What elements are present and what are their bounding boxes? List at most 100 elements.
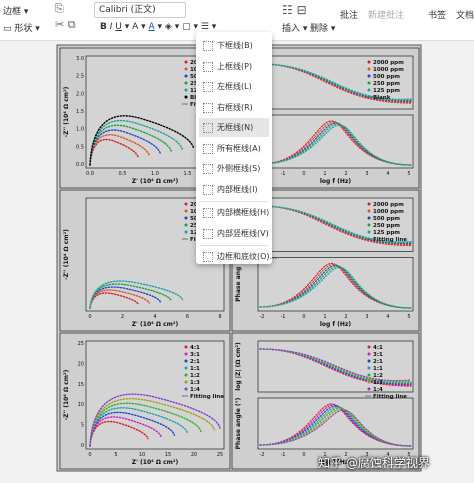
menu-item[interactable]: 外侧框线(S) — [199, 159, 269, 178]
curve — [89, 129, 162, 166]
legend-label: 250 ppm — [373, 81, 400, 87]
curve — [259, 124, 412, 166]
x-tick-label: 1.0 — [151, 171, 159, 177]
menu-item[interactable]: 内部框线(I) — [199, 180, 269, 199]
x-tick-label: 1 — [323, 452, 326, 458]
icons: ✂ ⧉ — [55, 18, 76, 31]
legend-label: 4:1 — [373, 345, 383, 351]
x-tick-label: 1.5 — [184, 171, 192, 177]
y-axis-label: -Z'' (10⁴ Ω cm²) — [63, 86, 70, 137]
curve — [259, 409, 412, 447]
menu-label: 外侧框线(S) — [217, 164, 261, 173]
legend-marker — [184, 81, 188, 85]
x-tick-label: 8 — [218, 314, 221, 320]
x-tick-label: 0.0 — [86, 171, 94, 177]
x-tick-label: 5 — [407, 171, 410, 177]
y-axis-label: -Z'' (10⁴ Ω cm²) — [63, 369, 70, 420]
separator — [200, 245, 268, 246]
x-tick-label: 0 — [302, 314, 305, 320]
y-tick-label: 15 — [78, 382, 84, 388]
menu-item[interactable]: 所有框线(A) — [199, 139, 269, 158]
legend-label: 1:3 — [190, 380, 200, 386]
legend-marker — [367, 223, 371, 227]
x-tick-label: 1 — [323, 171, 326, 177]
curve — [259, 403, 412, 447]
x-tick-label: 1 — [323, 314, 326, 320]
menu-label: 内部横框线(H) — [217, 208, 270, 217]
legend-marker — [367, 366, 371, 370]
legend-marker — [367, 202, 371, 206]
menu-icon — [203, 164, 213, 174]
menu-item[interactable]: 左框线(L) — [199, 77, 269, 96]
menu-label: 内部框线(I) — [217, 184, 258, 194]
curve — [89, 402, 202, 447]
delete-button[interactable]: 删除 ▾ — [310, 24, 336, 34]
menu-item[interactable]: 无框线(N) — [199, 118, 269, 137]
legend-marker — [367, 216, 371, 220]
borders-button[interactable]: 边框 ▾ — [3, 7, 29, 17]
curve — [259, 405, 412, 447]
menu-icon — [203, 208, 213, 218]
legend-label: 2:1 — [190, 359, 200, 365]
curve — [259, 348, 412, 387]
menu-item[interactable]: 右框线(R) — [199, 98, 269, 117]
curve — [259, 407, 412, 447]
menu-icon — [203, 82, 213, 92]
curve — [89, 289, 151, 309]
font-box[interactable]: Calibri (正文) — [94, 2, 186, 18]
ribbon-item[interactable]: 文档部件 — [456, 11, 474, 21]
menu-icon — [203, 102, 213, 113]
x-tick-label: 2 — [344, 452, 347, 458]
curve — [259, 263, 412, 309]
legend-marker — [184, 209, 188, 213]
y-tick-label: 2.5 — [76, 74, 84, 80]
legend-label: 250 ppm — [373, 223, 400, 229]
x-tick-label: 5 — [407, 452, 410, 458]
icons: ⎘ — [55, 2, 64, 15]
x-tick-label: 0 — [302, 452, 305, 458]
legend-label: 2:1 — [373, 359, 383, 365]
x-axis-label: Z' (10⁴ Ω cm²) — [132, 321, 179, 328]
curve — [89, 411, 176, 447]
x-tick-label: -1 — [281, 171, 286, 177]
menu-item[interactable]: 边框和底纹(O)... — [199, 247, 277, 266]
ribbon-item[interactable]: 书签 — [428, 11, 447, 21]
legend-marker — [367, 359, 371, 363]
menu-label: 内部竖框线(V) — [217, 228, 269, 238]
curve — [259, 205, 412, 247]
legend-label: 3:1 — [190, 352, 200, 358]
curve — [259, 348, 412, 383]
x-tick-label: 0 — [88, 314, 91, 320]
menu-item[interactable]: 内部竖框线(V) — [199, 224, 269, 243]
y-tick-label: 0 — [81, 443, 84, 449]
insert-button[interactable]: 插入 ▾ — [282, 24, 308, 34]
legend-label: 1000 ppm — [373, 209, 404, 215]
menu-icon — [203, 41, 213, 51]
y-axis-label: log |Z| (Ω cm²) — [235, 342, 242, 391]
y-axis-label: -Z'' (10⁴ Ω cm²) — [63, 229, 70, 280]
icons: ☷ ⊟ — [282, 3, 307, 17]
menu-item[interactable]: 内部横框线(H) — [199, 203, 269, 222]
menu-item[interactable]: 上框线(P) — [199, 57, 269, 76]
menu-label: 无框线(N) — [217, 123, 254, 132]
curve — [259, 406, 412, 447]
x-tick-label: 5 — [407, 314, 410, 320]
menu-icon — [203, 228, 213, 239]
legend-label: 25 — [190, 223, 198, 229]
menu-item[interactable]: 下框线(B) — [199, 36, 269, 55]
ribbon-item[interactable]: 批注 — [340, 11, 359, 21]
y-tick-label: 10 — [78, 402, 84, 408]
y-tick-label: 1.0 — [76, 127, 84, 133]
shapes-button[interactable]: ▭ 形状 ▾ — [3, 24, 40, 34]
x-axis-label: Z' (10⁴ Ω cm²) — [132, 459, 179, 466]
legend-marker — [184, 387, 188, 391]
legend-marker — [367, 209, 371, 213]
legend-marker — [184, 95, 188, 99]
menu-icon — [203, 184, 213, 195]
curve — [259, 63, 412, 104]
menu-label: 边框和底纹(O)... — [217, 252, 278, 261]
ribbon-item[interactable]: 新建批注 — [368, 11, 405, 21]
legend-label: 125 ppm — [373, 88, 400, 94]
legend-label: 20 — [190, 60, 198, 66]
menu-icon — [203, 143, 213, 154]
